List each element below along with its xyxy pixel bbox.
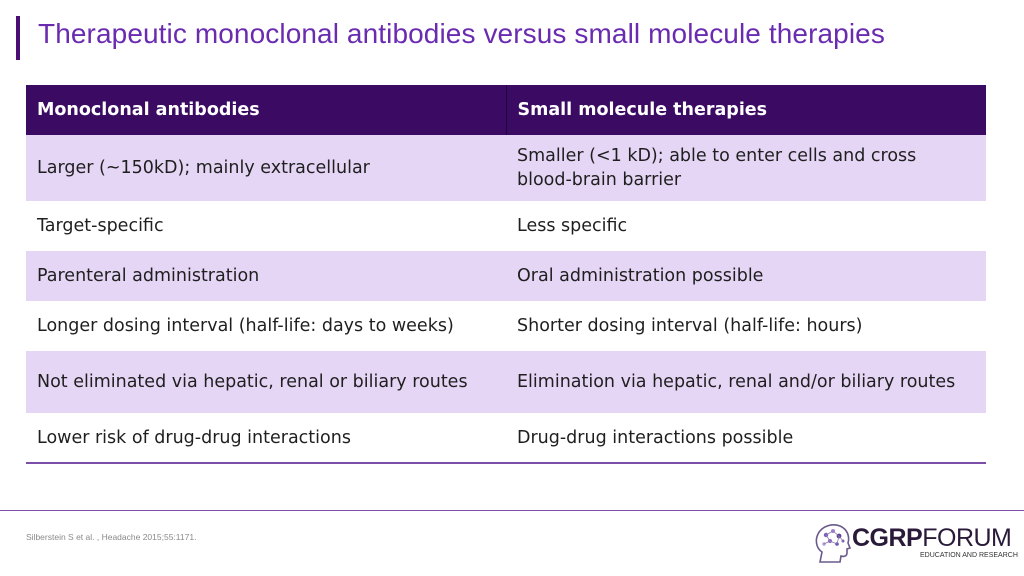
head-brain-icon	[815, 524, 852, 563]
table-cell: Lower risk of drug-drug interactions	[26, 413, 506, 464]
table-cell: Target-specific	[26, 201, 506, 251]
logo-subtitle: EDUCATION AND RESEARCH	[920, 552, 1018, 559]
slide-title: Therapeutic monoclonal antibodies versus…	[38, 18, 885, 49]
table-cell: Not eliminated via hepatic, renal or bil…	[26, 351, 506, 413]
header-small-molecule-therapies: Small molecule therapies	[506, 85, 986, 135]
table-row: Not eliminated via hepatic, renal or bil…	[26, 351, 986, 413]
citation: Silberstein S et al. , Headache 2015;55:…	[26, 532, 197, 542]
table-cell: Less specific	[506, 201, 986, 251]
header-monoclonal-antibodies: Monoclonal antibodies	[26, 85, 507, 135]
table-row: Larger (~150kD); mainly extracellular Sm…	[26, 135, 986, 201]
logo-wordmark-light: FORUM	[922, 524, 1012, 552]
table-cell: Shorter dosing interval (half-life: hour…	[506, 301, 986, 351]
table-row: Lower risk of drug-drug interactions Dru…	[26, 413, 986, 464]
table-row: Longer dosing interval (half-life: days …	[26, 301, 986, 351]
table-row: Parenteral administration Oral administr…	[26, 251, 986, 301]
logo-wordmark-bold: CGRP	[852, 524, 923, 552]
table-cell: Larger (~150kD); mainly extracellular	[26, 135, 506, 201]
table-cell: Longer dosing interval (half-life: days …	[26, 301, 506, 351]
table-cell: Drug-drug interactions possible	[506, 413, 986, 464]
table-row: Target-specific Less specific	[26, 201, 986, 251]
logo-wordmark: CGRPFORUM	[852, 524, 1012, 552]
title-accent-bar	[16, 16, 20, 60]
footer-divider	[0, 510, 1024, 511]
table-header-row: Monoclonal antibodies Small molecule the…	[26, 85, 986, 135]
table-cell: Parenteral administration	[26, 251, 506, 301]
table-cell: Smaller (<1 kD); able to enter cells and…	[506, 135, 986, 201]
table-cell: Oral administration possible	[506, 251, 986, 301]
comparison-table: Monoclonal antibodies Small molecule the…	[26, 85, 986, 464]
cgrp-forum-logo: CGRPFORUM EDUCATION AND RESEARCH	[812, 522, 1018, 566]
table-cell: Elimination via hepatic, renal and/or bi…	[506, 351, 986, 413]
